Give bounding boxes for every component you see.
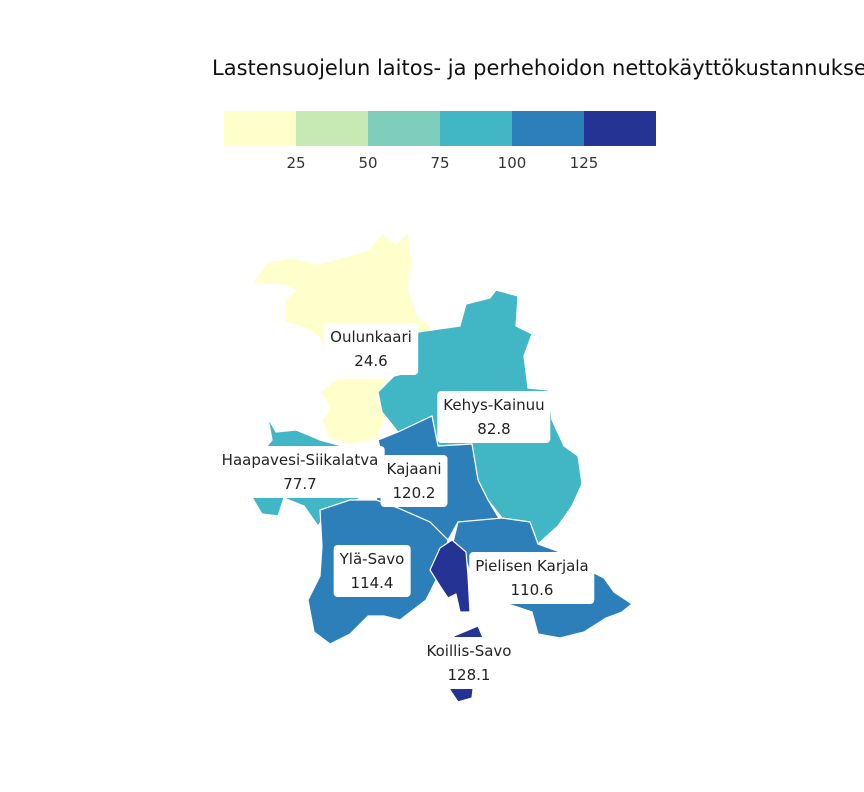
region-name: Ylä-Savo — [339, 550, 405, 568]
legend-swatch-4 — [440, 111, 512, 146]
region-name: Kajaani — [386, 460, 442, 478]
legend-swatch-2 — [296, 111, 368, 146]
region-name: Kehys-Kainuu — [443, 396, 545, 414]
region-name: Pielisen Karjala — [475, 557, 589, 575]
region-koillis-savo[interactable] — [429, 539, 471, 613]
region-value: 128.1 — [447, 666, 491, 684]
region-value: 24.6 — [354, 352, 388, 370]
region-value: 77.7 — [283, 475, 317, 493]
region-name: Oulunkaari — [330, 328, 412, 346]
label-koillis-savo: Koillis-Savo 128.1 — [420, 637, 518, 689]
legend-tick-100: 100 — [497, 154, 527, 172]
label-haapavesi-siikalatva: Haapavesi-Siikalatva 77.7 — [215, 446, 385, 498]
legend-swatch-3 — [368, 111, 440, 146]
region-value: 82.8 — [477, 420, 511, 438]
label-kajaani: Kajaani 120.2 — [380, 455, 448, 507]
region-name: Koillis-Savo — [426, 642, 512, 660]
label-yla-savo: Ylä-Savo 114.4 — [333, 545, 411, 597]
map-title: Lastensuojelun laitos- ja perhehoidon ne… — [212, 56, 864, 80]
region-oulunkaari-south[interactable] — [319, 377, 389, 445]
legend-tick-75: 75 — [430, 154, 450, 172]
label-pielisen-karjala: Pielisen Karjala 110.6 — [469, 552, 595, 604]
legend-tick-125: 125 — [569, 154, 599, 172]
region-name: Haapavesi-Siikalatva — [221, 451, 379, 469]
region-value: 114.4 — [350, 574, 394, 592]
legend-swatch-1 — [224, 111, 296, 146]
legend-swatch-6 — [584, 111, 656, 146]
legend-tick-25: 25 — [286, 154, 306, 172]
region-value: 120.2 — [392, 484, 436, 502]
region-value: 110.6 — [510, 581, 554, 599]
label-oulunkaari: Oulunkaari 24.6 — [324, 323, 418, 375]
legend-tick-50: 50 — [358, 154, 378, 172]
legend-swatch-5 — [512, 111, 584, 146]
label-kehys-kainuu: Kehys-Kainuu 82.8 — [437, 391, 551, 443]
